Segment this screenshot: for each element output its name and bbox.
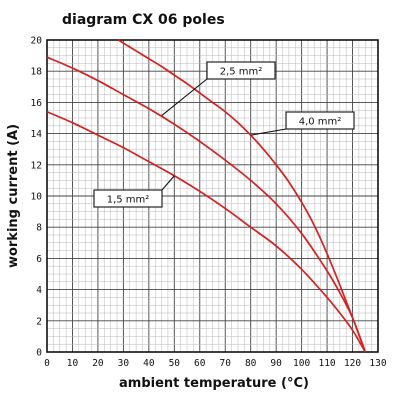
callout-label: 4,0 mm²	[299, 117, 342, 128]
y-tick-label: 20	[31, 36, 43, 47]
plot-frame	[46, 39, 379, 353]
x-tick-label: 10	[67, 358, 79, 369]
callout-1: 4,0 mm²	[250, 111, 355, 136]
tick-labels: 0 10 20 30 40 50 60 70 80 90 100 110 120 130 0 2 4 6 8 10 12…	[31, 36, 387, 370]
callout-leader-line	[161, 175, 175, 191]
x-tick-label: 30	[118, 358, 130, 369]
y-tick-label: 0	[36, 348, 42, 359]
x-tick-label: 50	[169, 358, 181, 369]
y-tick-label: 8	[36, 223, 42, 234]
x-tick-label: 100	[293, 358, 310, 369]
x-tick-label: 40	[143, 358, 155, 369]
callout-box	[206, 61, 276, 80]
y-tick-label: 14	[31, 129, 43, 140]
chart-title: diagram CX 06 poles	[62, 12, 225, 28]
y-tick-label: 10	[31, 192, 43, 203]
x-tick-label: 80	[245, 358, 257, 369]
callout-box	[93, 189, 163, 208]
x-tick-label: 60	[194, 358, 206, 369]
x-tick-label: 120	[344, 358, 361, 369]
x-tick-label: 130	[369, 358, 386, 369]
callout-leader-line	[161, 78, 208, 117]
callout-label: 1,5 mm²	[107, 195, 150, 206]
x-tick-label: 20	[92, 358, 104, 369]
callout-box	[285, 111, 355, 130]
callout-2: 1,5 mm²	[93, 175, 175, 208]
x-tick-label: 110	[318, 358, 335, 369]
series-line-1	[46, 56, 367, 353]
y-tick-label: 2	[36, 316, 42, 327]
y-tick-label: 18	[31, 67, 43, 78]
x-tick-label: 0	[44, 358, 50, 369]
series-lines	[46, 39, 367, 353]
series-line-2	[46, 110, 367, 353]
x-tick-label: 70	[220, 358, 232, 369]
x-tick-label: 90	[270, 358, 282, 369]
y-axis-label: working current (A)	[6, 124, 21, 268]
x-axis-label: ambient temperature (°C)	[119, 376, 309, 391]
callout-label: 2,5 mm²	[220, 67, 263, 78]
y-tick-label: 16	[31, 98, 43, 109]
y-tick-label: 4	[36, 285, 42, 296]
series-line-0	[117, 39, 367, 353]
callouts: 2,5 mm² 4,0 mm² 1,5 mm²	[93, 61, 355, 208]
callout-leader-line	[250, 128, 287, 136]
callout-0: 2,5 mm²	[161, 61, 276, 117]
y-tick-label: 12	[31, 160, 42, 171]
y-tick-label: 6	[36, 254, 42, 265]
